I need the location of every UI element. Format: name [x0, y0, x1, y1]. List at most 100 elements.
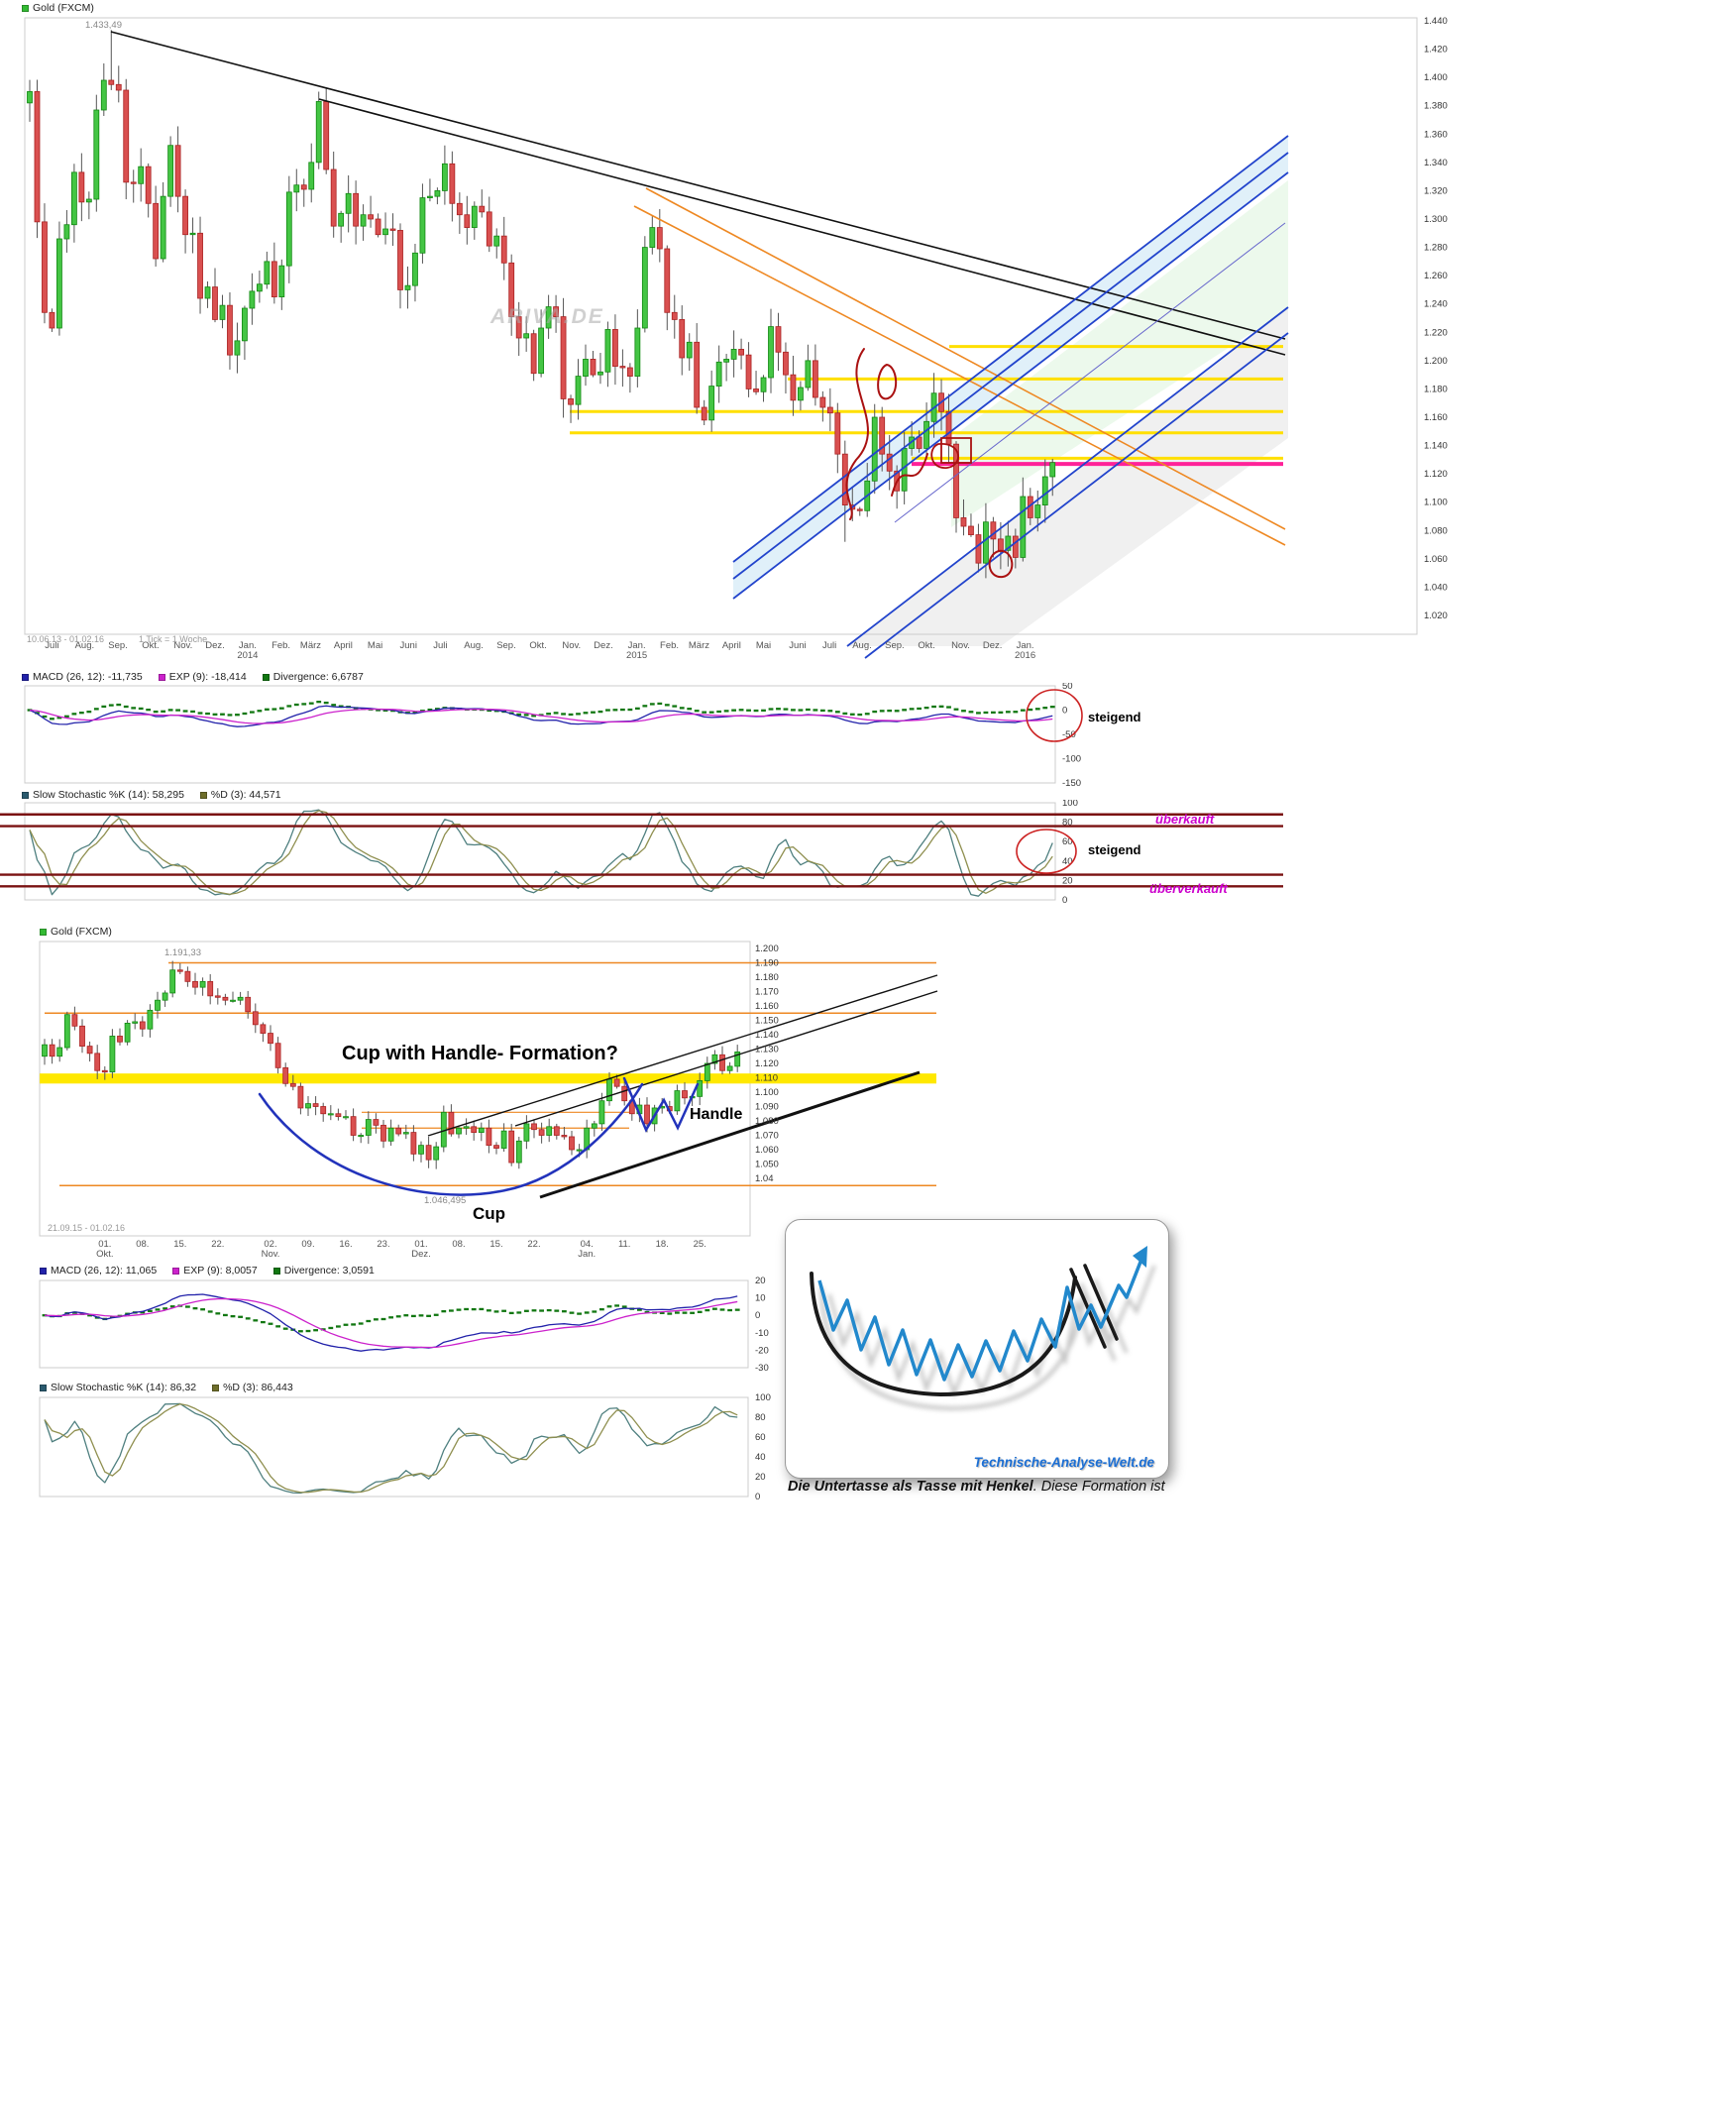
svg-text:Okt.: Okt.	[918, 640, 934, 651]
svg-text:1.191,33: 1.191,33	[164, 947, 201, 958]
macd-weekly-panel: 50 0 -50 -100 -150	[24, 683, 1083, 789]
svg-text:Juni: Juni	[789, 640, 806, 651]
svg-text:15.: 15.	[489, 1239, 502, 1250]
svg-text:0: 0	[1062, 706, 1067, 717]
svg-text:60: 60	[1062, 836, 1073, 847]
svg-text:20: 20	[1062, 875, 1073, 886]
svg-text:Jan.: Jan.	[239, 640, 257, 651]
svg-text:01.: 01.	[98, 1239, 111, 1250]
macd-trend-note: steigend	[1088, 710, 1141, 724]
stoch-d-swatch	[199, 791, 207, 799]
legend-item: Divergence: 6,6787	[262, 671, 364, 683]
overbought-label: überkauft	[1155, 812, 1215, 827]
svg-text:Sep.: Sep.	[496, 640, 516, 651]
legend-item: MACD (26, 12): 11,065	[40, 1265, 157, 1276]
gold-series-swatch	[40, 928, 47, 936]
svg-text:Dez.: Dez.	[205, 640, 225, 651]
divergence-reading: Divergence: 6,6787	[272, 671, 364, 683]
svg-text:Juni: Juni	[400, 640, 417, 651]
svg-text:-100: -100	[1062, 754, 1081, 765]
svg-text:Nov.: Nov.	[262, 1249, 280, 1260]
svg-text:1.200: 1.200	[755, 944, 779, 954]
gold-daily-legend: Gold (FXCM)	[40, 926, 112, 938]
legend-item: %D (3): 44,571	[199, 789, 281, 801]
stoch-k-swatch	[22, 791, 29, 799]
svg-text:1.140: 1.140	[1424, 441, 1448, 452]
svg-text:Okt.: Okt.	[142, 640, 159, 651]
stoch-daily-panel: 100 80 60 40 20 0	[39, 1393, 771, 1502]
svg-text:Feb.: Feb.	[660, 640, 679, 651]
svg-text:1.170: 1.170	[755, 987, 779, 998]
svg-text:25.: 25.	[694, 1239, 706, 1250]
svg-text:Mai: Mai	[368, 640, 382, 651]
svg-text:Juli: Juli	[45, 640, 58, 651]
svg-text:18.: 18.	[656, 1239, 669, 1250]
divergence-swatch	[262, 673, 270, 681]
svg-text:40: 40	[755, 1452, 766, 1463]
svg-text:23.: 23.	[377, 1239, 389, 1250]
analysis-card: Technische-Analyse-Welt.de	[785, 1219, 1169, 1479]
svg-text:April: April	[334, 640, 353, 651]
svg-text:04.: 04.	[581, 1239, 594, 1250]
svg-text:-50: -50	[1062, 729, 1076, 740]
exp-reading: EXP (9): -18,414	[168, 671, 247, 683]
svg-text:1.420: 1.420	[1424, 45, 1448, 56]
svg-text:1.180: 1.180	[755, 972, 779, 983]
legend-item: %D (3): 86,443	[212, 1382, 293, 1393]
svg-text:1.440: 1.440	[1424, 16, 1448, 27]
divergence-swatch	[272, 1267, 280, 1275]
legend-item: Divergence: 3,0591	[272, 1265, 375, 1276]
svg-text:1.260: 1.260	[1424, 271, 1448, 281]
svg-text:1.190: 1.190	[755, 958, 779, 969]
svg-text:1.130: 1.130	[755, 1045, 779, 1055]
svg-text:Nov.: Nov.	[951, 640, 970, 651]
macd-swatch	[40, 1267, 47, 1275]
exp-swatch	[172, 1267, 180, 1275]
stoch-d-swatch	[212, 1384, 220, 1391]
svg-text:20: 20	[755, 1276, 766, 1286]
svg-text:1.070: 1.070	[755, 1131, 779, 1142]
legend-item: Slow Stochastic %K (14): 86,32	[40, 1382, 196, 1393]
svg-text:60: 60	[755, 1432, 766, 1443]
svg-text:2015: 2015	[626, 650, 647, 661]
svg-text:100: 100	[755, 1393, 771, 1403]
svg-text:2016: 2016	[1015, 650, 1035, 661]
illustration-main	[810, 1246, 1147, 1397]
svg-text:40: 40	[1062, 856, 1073, 867]
svg-text:1.433,49: 1.433,49	[85, 20, 122, 31]
gold-weekly-legend: Gold (FXCM)	[22, 2, 94, 14]
svg-text:-30: -30	[755, 1363, 769, 1374]
stoch-weekly-panel: 100 80 60 40 20 0	[0, 800, 1283, 906]
svg-text:Jan.: Jan.	[1017, 640, 1034, 651]
svg-text:1.200: 1.200	[1424, 356, 1448, 367]
exp-reading: EXP (9): 8,0057	[183, 1265, 258, 1276]
macd-reading: MACD (26, 12): -11,735	[33, 671, 143, 683]
macd-daily-panel: 20 10 0 -10 -20 -30	[39, 1276, 769, 1374]
svg-text:1.110: 1.110	[755, 1073, 778, 1084]
svg-text:1.180: 1.180	[1424, 384, 1448, 394]
svg-text:März: März	[689, 640, 709, 651]
svg-text:Cup with Handle- Formation?: Cup with Handle- Formation?	[342, 1043, 618, 1064]
arrow-head-icon	[1133, 1246, 1147, 1268]
svg-text:Jan.: Jan.	[628, 640, 646, 651]
svg-text:ARIVA.DE: ARIVA.DE	[489, 305, 604, 328]
svg-text:10: 10	[755, 1293, 766, 1304]
svg-text:März: März	[300, 640, 321, 651]
svg-text:0: 0	[1062, 895, 1067, 906]
svg-text:Aug.: Aug.	[464, 640, 484, 651]
gold-weekly-chart: 1.440 1.420 1.400 1.380 1.360 1.340 1.320 1.300…	[24, 16, 1448, 661]
svg-text:22.: 22.	[527, 1239, 540, 1250]
svg-text:1.120: 1.120	[755, 1058, 779, 1069]
caption-rest: . Diese Formation ist	[1032, 1479, 1165, 1495]
svg-text:15.: 15.	[173, 1239, 186, 1250]
svg-text:-150: -150	[1062, 778, 1081, 789]
svg-text:1.080: 1.080	[755, 1116, 779, 1127]
legend-item: Slow Stochastic %K (14): 58,295	[22, 789, 184, 801]
svg-text:1.160: 1.160	[1424, 412, 1448, 423]
macd-reading: MACD (26, 12): 11,065	[51, 1265, 158, 1276]
svg-text:1.150: 1.150	[755, 1016, 779, 1027]
stoch-trend-note: steigend	[1088, 842, 1141, 857]
macd-swatch	[22, 673, 29, 681]
svg-text:1.400: 1.400	[1424, 72, 1448, 83]
